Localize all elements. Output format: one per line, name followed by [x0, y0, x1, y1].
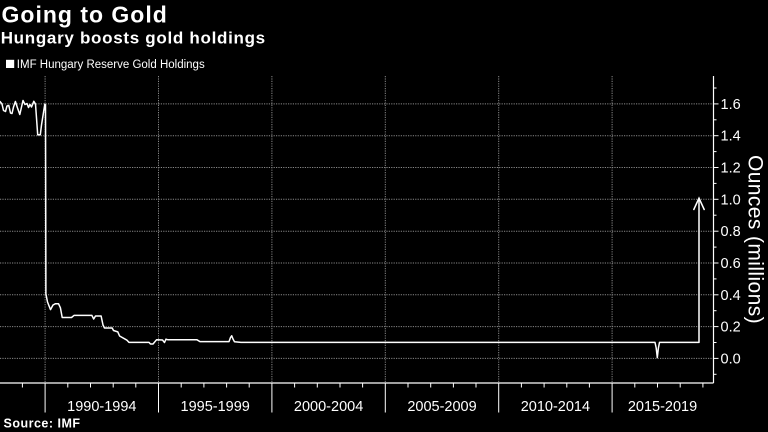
- svg-text:0.0: 0.0: [721, 351, 741, 367]
- svg-text:1990-1994: 1990-1994: [67, 399, 136, 415]
- svg-text:1.6: 1.6: [721, 97, 741, 113]
- svg-text:1.2: 1.2: [721, 161, 741, 177]
- svg-text:Hungary boosts gold holdings: Hungary boosts gold holdings: [1, 28, 266, 47]
- svg-text:Source: IMF: Source: IMF: [4, 417, 81, 431]
- svg-text:1.4: 1.4: [721, 129, 741, 145]
- svg-text:0.2: 0.2: [721, 320, 741, 336]
- svg-text:0.8: 0.8: [721, 224, 741, 240]
- svg-text:2015-2019: 2015-2019: [628, 399, 697, 415]
- svg-text:1.0: 1.0: [721, 192, 741, 208]
- svg-text:Ounces (millions): Ounces (millions): [744, 155, 767, 324]
- svg-text:2010-2014: 2010-2014: [521, 399, 590, 415]
- svg-text:0.6: 0.6: [721, 256, 741, 272]
- svg-text:0.4: 0.4: [721, 288, 741, 304]
- svg-text:1995-1999: 1995-1999: [181, 399, 250, 415]
- svg-text:IMF Hungary Reserve Gold Holdi: IMF Hungary Reserve Gold Holdings: [17, 59, 205, 71]
- svg-text:2000-2004: 2000-2004: [294, 399, 363, 415]
- svg-text:2005-2009: 2005-2009: [407, 399, 476, 415]
- svg-text:Going to Gold: Going to Gold: [2, 2, 168, 28]
